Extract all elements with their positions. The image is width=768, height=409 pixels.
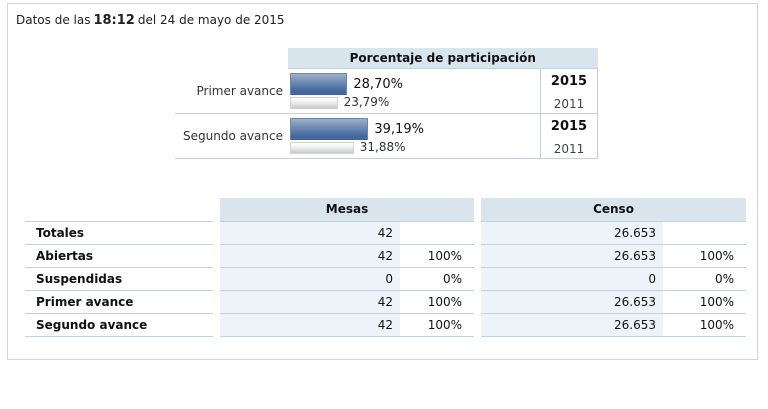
row-label: Totales (25, 221, 213, 245)
summary-row-abiertas: Abiertas 42 100% 26.653 100% (25, 244, 746, 268)
summary-row-segundo-avance: Segundo avance 42 100% 26.653 100% (25, 313, 746, 337)
participation-value-2015: 39,19% (374, 121, 424, 137)
censo-percent: 0% (663, 267, 746, 291)
column-gap (213, 198, 220, 221)
summary-table: Mesas Censo Totales 42 26.653 Abiertas 4… (25, 198, 746, 337)
participation-bar-2011 (290, 96, 338, 109)
bar-line-2011: 23,79% (290, 95, 540, 109)
column-gap (474, 290, 481, 313)
column-gap (474, 198, 481, 221)
mesas-value: 0 (220, 267, 400, 291)
mesas-value: 42 (220, 244, 400, 268)
year-label-2011: 2011 (553, 97, 585, 111)
participation-value-2011: 31,88% (359, 140, 406, 154)
column-gap (213, 290, 220, 313)
mesas-value: 42 (220, 313, 400, 337)
mesas-percent (400, 221, 474, 245)
participation-table: Porcentaje de participación Primer avanc… (175, 48, 598, 159)
summary-header-spacer (25, 198, 213, 222)
participation-row-primer: Primer avance 28,70% 23,79% 2015 2011 (175, 68, 598, 114)
mesas-value: 42 (220, 290, 400, 314)
mesas-percent: 0% (400, 267, 474, 291)
timestamp-prefix: Datos de las (16, 13, 91, 27)
participation-header-row: Porcentaje de participación (175, 48, 598, 69)
timestamp-time: 18:12 (93, 13, 135, 28)
timestamp-suffix: del 24 de mayo de 2015 (137, 13, 285, 27)
row-label: Suspendidas (25, 267, 213, 291)
column-gap (474, 313, 481, 336)
mesas-percent: 100% (400, 290, 474, 314)
column-gap (213, 313, 220, 336)
summary-row-suspendidas: Suspendidas 0 0% 0 0% (25, 267, 746, 291)
column-gap (213, 221, 220, 244)
participation-bar-2015 (290, 73, 348, 95)
year-label-2015: 2015 (550, 74, 588, 89)
column-gap (474, 267, 481, 290)
summary-row-totales: Totales 42 26.653 (25, 221, 746, 245)
participation-bars-cell: 39,19% 31,88% (288, 113, 541, 159)
censo-value: 26.653 (481, 244, 663, 268)
participation-years-cell: 2015 2011 (540, 113, 598, 159)
row-label: Segundo avance (25, 313, 213, 337)
results-panel: Datos de las 18:12 del 24 de mayo de 2015 … (7, 3, 758, 360)
participation-row-segundo: Segundo avance 39,19% 31,88% 2015 2011 (175, 113, 598, 159)
censo-percent (663, 221, 746, 245)
mesas-percent: 100% (400, 244, 474, 268)
mesas-percent: 100% (400, 313, 474, 337)
summary-header-row: Mesas Censo (25, 198, 746, 222)
participation-row-label: Segundo avance (175, 113, 288, 159)
censo-value: 26.653 (481, 221, 663, 245)
column-group-mesas: Mesas (220, 198, 474, 222)
column-gap (213, 244, 220, 267)
year-label-2011: 2011 (553, 142, 585, 156)
bar-line-2015: 39,19% (290, 118, 540, 140)
participation-years-cell: 2015 2011 (540, 68, 598, 114)
data-timestamp-line: Datos de las 18:12 del 24 de mayo de 2015 (16, 13, 285, 28)
bar-line-2011: 31,88% (290, 140, 540, 154)
censo-percent: 100% (663, 313, 746, 337)
bar-line-2015: 28,70% (290, 73, 540, 95)
row-label: Abiertas (25, 244, 213, 268)
mesas-value: 42 (220, 221, 400, 245)
column-group-censo: Censo (481, 198, 746, 222)
censo-percent: 100% (663, 290, 746, 314)
row-label: Primer avance (25, 290, 213, 314)
column-gap (213, 267, 220, 290)
column-gap (474, 221, 481, 244)
participation-bar-2015 (290, 118, 369, 140)
participation-bar-2011 (290, 141, 354, 154)
censo-percent: 100% (663, 244, 746, 268)
participation-bars-cell: 28,70% 23,79% (288, 68, 541, 114)
column-gap (474, 244, 481, 267)
participation-title: Porcentaje de participación (288, 48, 598, 69)
censo-value: 0 (481, 267, 663, 291)
summary-row-primer-avance: Primer avance 42 100% 26.653 100% (25, 290, 746, 314)
year-label-2015: 2015 (550, 119, 588, 134)
participation-row-label: Primer avance (175, 68, 288, 114)
censo-value: 26.653 (481, 313, 663, 337)
censo-value: 26.653 (481, 290, 663, 314)
participation-header-spacer (175, 48, 288, 69)
participation-value-2011: 23,79% (343, 95, 390, 109)
participation-value-2015: 28,70% (353, 76, 403, 92)
